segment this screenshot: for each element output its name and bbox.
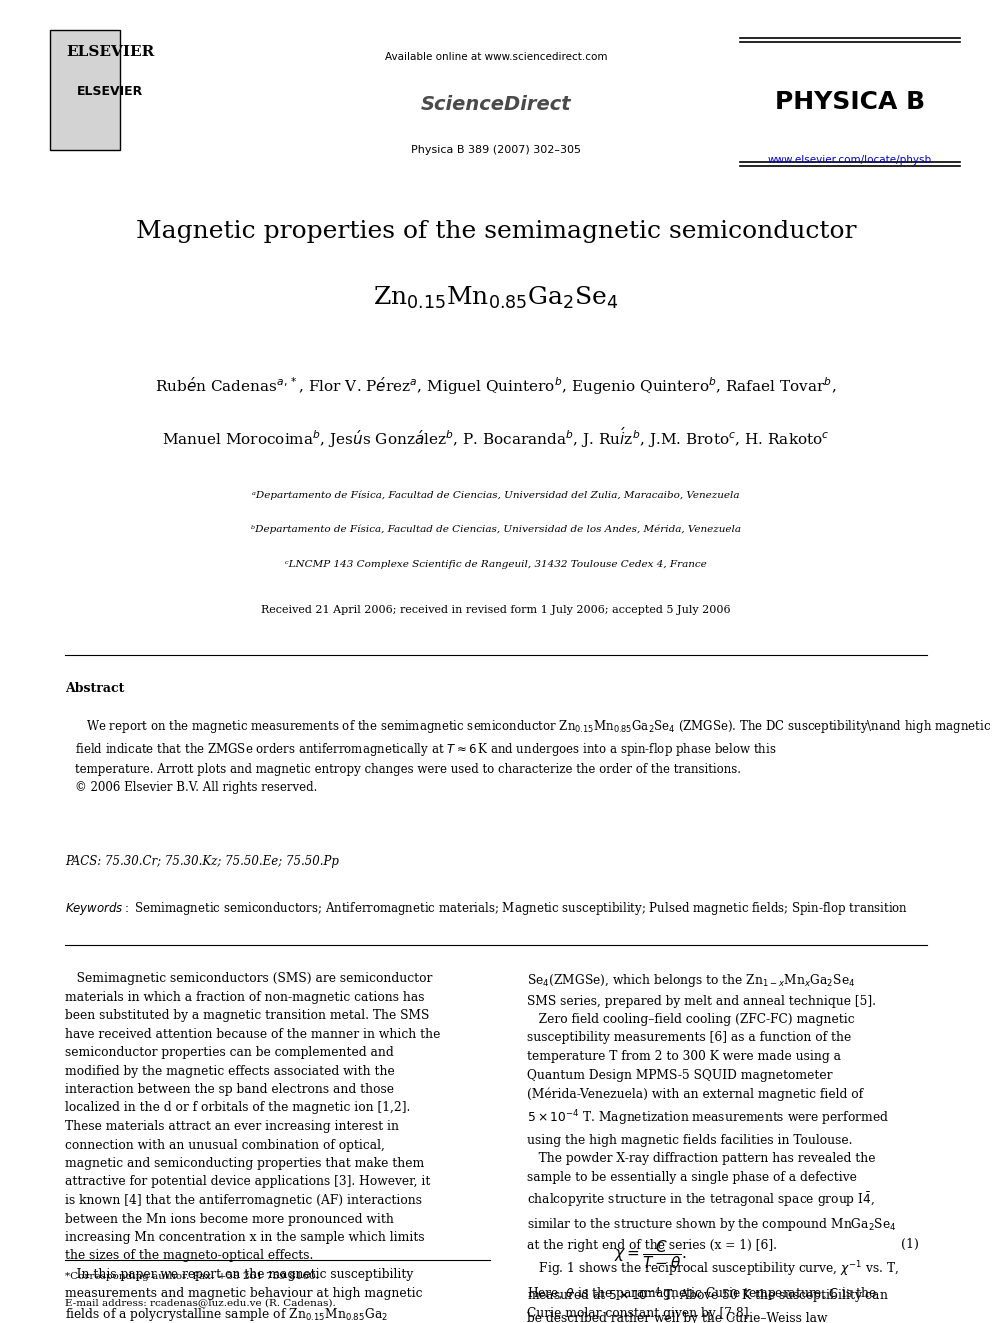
Text: Semimagnetic semiconductors (SMS) are semiconductor
materials in which a fractio: Semimagnetic semiconductors (SMS) are se… (65, 972, 440, 1323)
Text: We report on the magnetic measurements of the semimagnetic semiconductor Zn$_{0.: We report on the magnetic measurements o… (75, 718, 991, 794)
Text: $\chi = \dfrac{C}{T - \theta}.$: $\chi = \dfrac{C}{T - \theta}.$ (613, 1238, 686, 1271)
Text: E-mail address: rcadenas@luz.edu.ve (R. Cadenas).: E-mail address: rcadenas@luz.edu.ve (R. … (65, 1298, 335, 1307)
Text: *Corresponding author. Fax: +58 261 759 8160.: *Corresponding author. Fax: +58 261 759 … (65, 1271, 318, 1281)
Text: ELSEVIER: ELSEVIER (65, 45, 154, 60)
Text: Zn$_{0.15}$Mn$_{0.85}$Ga$_{2}$Se$_{4}$: Zn$_{0.15}$Mn$_{0.85}$Ga$_{2}$Se$_{4}$ (373, 284, 619, 311)
Text: www.elsevier.com/locate/physb: www.elsevier.com/locate/physb (768, 155, 932, 165)
Text: Se$_4$(ZMGSe), which belongs to the Zn$_{1-x}$Mn$_x$Ga$_2$Se$_4$
SMS series, pre: Se$_4$(ZMGSe), which belongs to the Zn$_… (527, 972, 899, 1323)
Text: (1): (1) (901, 1238, 919, 1252)
Text: Physica B 389 (2007) 302–305: Physica B 389 (2007) 302–305 (411, 146, 581, 155)
Text: Abstract: Abstract (65, 681, 124, 695)
Text: PACS: 75.30.Cr; 75.30.Kz; 75.50.Ee; 75.50.Pp: PACS: 75.30.Cr; 75.30.Kz; 75.50.Ee; 75.5… (65, 855, 339, 868)
Text: ᶜLNCMP 143 Complexe Scientific de Rangeuil, 31432 Toulouse Cedex 4, France: ᶜLNCMP 143 Complexe Scientific de Rangeu… (285, 560, 707, 569)
Text: ᵃDepartamento de Física, Facultad de Ciencias, Universidad del Zulia, Maracaibo,: ᵃDepartamento de Física, Facultad de Cie… (252, 490, 740, 500)
Text: Available online at www.sciencedirect.com: Available online at www.sciencedirect.co… (385, 52, 607, 62)
Text: ᵇDepartamento de Física, Facultad de Ciencias, Universidad de los Andes, Mérida,: ᵇDepartamento de Física, Facultad de Cie… (251, 525, 741, 534)
Text: Magnetic properties of the semimagnetic semiconductor: Magnetic properties of the semimagnetic … (136, 220, 856, 243)
Text: ELSEVIER: ELSEVIER (76, 85, 143, 98)
Text: $\it{Keywords:}$ Semimagnetic semiconductors; Antiferromagnetic materials; Magne: $\it{Keywords:}$ Semimagnetic semiconduc… (65, 900, 908, 917)
Text: PHYSICA B: PHYSICA B (775, 90, 926, 114)
Text: Rub$\'{e}$n Cadenas$^{a,*}$, Flor V. P$\'{e}$rez$^{a}$, Miguel Quintero$^{b}$, E: Rub$\'{e}$n Cadenas$^{a,*}$, Flor V. P$\… (156, 374, 836, 397)
Text: ScienceDirect: ScienceDirect (421, 95, 571, 114)
Text: Here, $\theta$ is the paramagnetic Curie temperature, $C$ is the
Curie molar con: Here, $\theta$ is the paramagnetic Curie… (527, 1285, 877, 1320)
Bar (50, 30, 120, 149)
Text: Manuel Morocoima$^{b}$, Jes$\'{u}$s Gonz$\'{a}$lez$^{b}$, P. Bocaranda$^{b}$, J.: Manuel Morocoima$^{b}$, Jes$\'{u}$s Gonz… (162, 425, 830, 450)
Text: Received 21 April 2006; received in revised form 1 July 2006; accepted 5 July 20: Received 21 April 2006; received in revi… (261, 605, 731, 615)
